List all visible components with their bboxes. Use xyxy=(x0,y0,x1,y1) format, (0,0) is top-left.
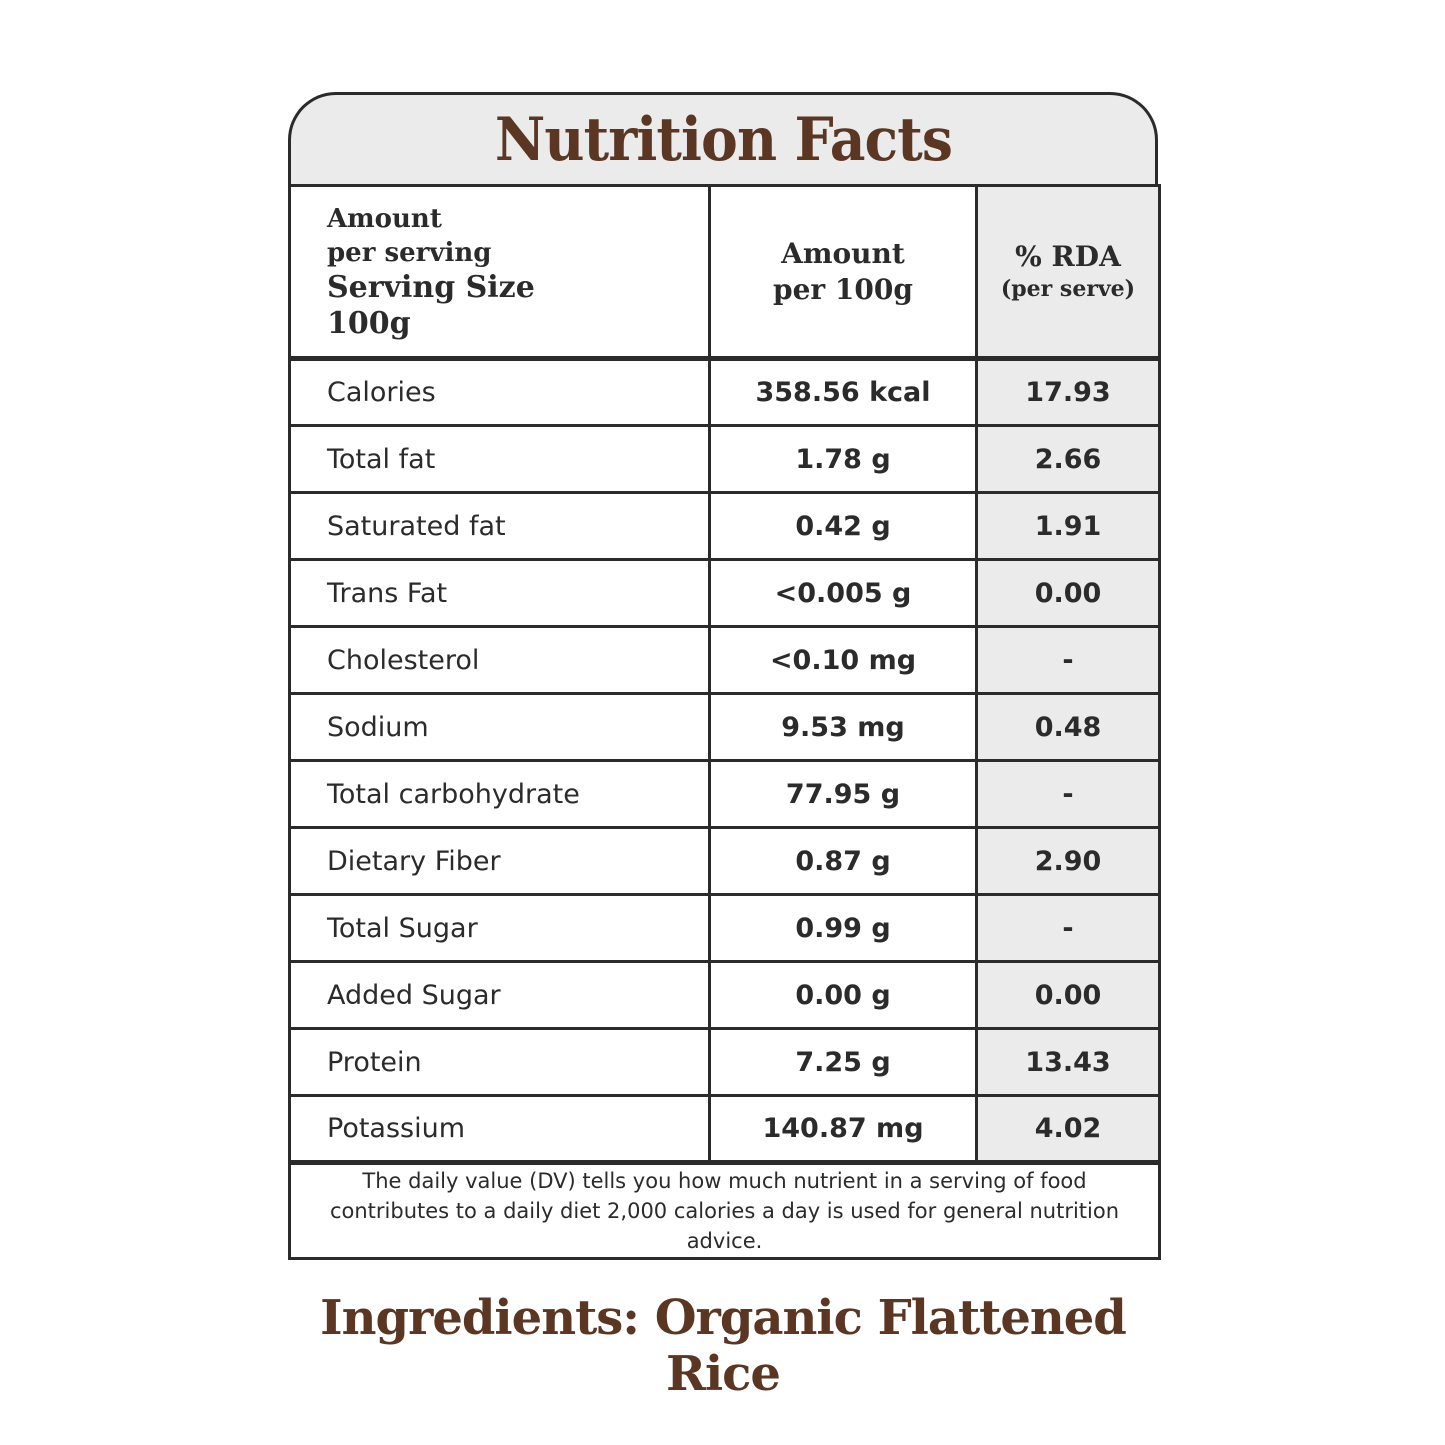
nutrient-amount: 0.87 g xyxy=(708,826,978,896)
rda-header-line2: (per serve) xyxy=(1000,275,1136,302)
serving-size-value: 100g xyxy=(327,305,411,341)
table-row: Sodium 9.53 mg 0.48 xyxy=(288,692,1161,762)
nutrient-rda: 2.90 xyxy=(975,826,1161,896)
nutrient-name: Sodium xyxy=(288,692,711,762)
nutrient-name: Potassium xyxy=(288,1094,711,1164)
nutrient-amount: 0.00 g xyxy=(708,960,978,1030)
rda-column-header: % RDA (per serve) xyxy=(975,184,1161,361)
nutrient-amount: 7.25 g xyxy=(708,1027,978,1097)
nutrient-rda: 0.00 xyxy=(975,960,1161,1030)
table-row: Added Sugar 0.00 g 0.00 xyxy=(288,960,1161,1030)
amount-column-header: Amount per 100g xyxy=(708,184,978,361)
nutrient-amount: 9.53 mg xyxy=(708,692,978,762)
label-title: Nutrition Facts xyxy=(494,104,952,175)
amount-header-line2: per 100g xyxy=(773,272,913,306)
nutrient-rda: 13.43 xyxy=(975,1027,1161,1097)
nutrient-name: Added Sugar xyxy=(288,960,711,1030)
footnote-row: The daily value (DV) tells you how much … xyxy=(288,1160,1161,1260)
table-row: Dietary Fiber 0.87 g 2.90 xyxy=(288,826,1161,896)
nutrient-name: Cholesterol xyxy=(288,625,711,695)
nutrient-rda: 2.66 xyxy=(975,424,1161,494)
nutrient-rda: - xyxy=(975,625,1161,695)
nutrient-rda: 0.00 xyxy=(975,558,1161,628)
nutrient-name: Total Sugar xyxy=(288,893,711,963)
nutrient-name: Calories xyxy=(288,357,711,427)
table-row: Saturated fat 0.42 g 1.91 xyxy=(288,491,1161,561)
table-row: Total fat 1.78 g 2.66 xyxy=(288,424,1161,494)
rda-header-line1: % RDA xyxy=(1015,239,1121,273)
nutrient-name: Protein xyxy=(288,1027,711,1097)
nutrient-name: Trans Fat xyxy=(288,558,711,628)
label-header: Nutrition Facts xyxy=(288,92,1158,184)
ingredients-line: Ingredients: Organic Flattened Rice xyxy=(320,1290,1127,1402)
table-row: Cholesterol <0.10 mg - xyxy=(288,625,1161,695)
serving-header-line1: Amount xyxy=(327,203,442,234)
nutrient-amount: 77.95 g xyxy=(708,759,978,829)
nutrient-name: Saturated fat xyxy=(288,491,711,561)
nutrient-name: Total carbohydrate xyxy=(288,759,711,829)
serving-size-label: Serving Size xyxy=(327,269,535,305)
nutrient-amount: 358.56 kcal xyxy=(708,357,978,427)
nutrient-rda: - xyxy=(975,759,1161,829)
nutrient-rda: - xyxy=(975,893,1161,963)
nutrient-amount: <0.005 g xyxy=(708,558,978,628)
table-row: Protein 7.25 g 13.43 xyxy=(288,1027,1161,1097)
nutrient-rda: 0.48 xyxy=(975,692,1161,762)
table-row: Total Sugar 0.99 g - xyxy=(288,893,1161,963)
nutrient-amount: 1.78 g xyxy=(708,424,978,494)
table-row: Total carbohydrate 77.95 g - xyxy=(288,759,1161,829)
nutrient-amount: 0.99 g xyxy=(708,893,978,963)
nutrient-rda: 1.91 xyxy=(975,491,1161,561)
amount-header-line1: Amount xyxy=(781,236,905,270)
nutrient-rda: 17.93 xyxy=(975,357,1161,427)
daily-value-footnote: The daily value (DV) tells you how much … xyxy=(288,1160,1161,1260)
serving-info-header: Amount per serving Serving Size 100g xyxy=(288,184,711,361)
nutrition-label: Nutrition Facts Amount per serving Servi… xyxy=(288,92,1161,1260)
serving-header-line2: per serving xyxy=(327,237,492,268)
nutrient-name: Dietary Fiber xyxy=(288,826,711,896)
table-row: Potassium 140.87 mg 4.02 xyxy=(288,1094,1161,1164)
table-row: Calories 358.56 kcal 17.93 xyxy=(288,357,1161,427)
nutrient-amount: 140.87 mg xyxy=(708,1094,978,1164)
table-row: Trans Fat <0.005 g 0.00 xyxy=(288,558,1161,628)
table-header-row: Amount per serving Serving Size 100g Amo… xyxy=(288,184,1161,361)
nutrient-amount: <0.10 mg xyxy=(708,625,978,695)
nutrient-rda: 4.02 xyxy=(975,1094,1161,1164)
nutrition-table: Amount per serving Serving Size 100g Amo… xyxy=(288,184,1161,1260)
nutrient-name: Total fat xyxy=(288,424,711,494)
nutrient-amount: 0.42 g xyxy=(708,491,978,561)
